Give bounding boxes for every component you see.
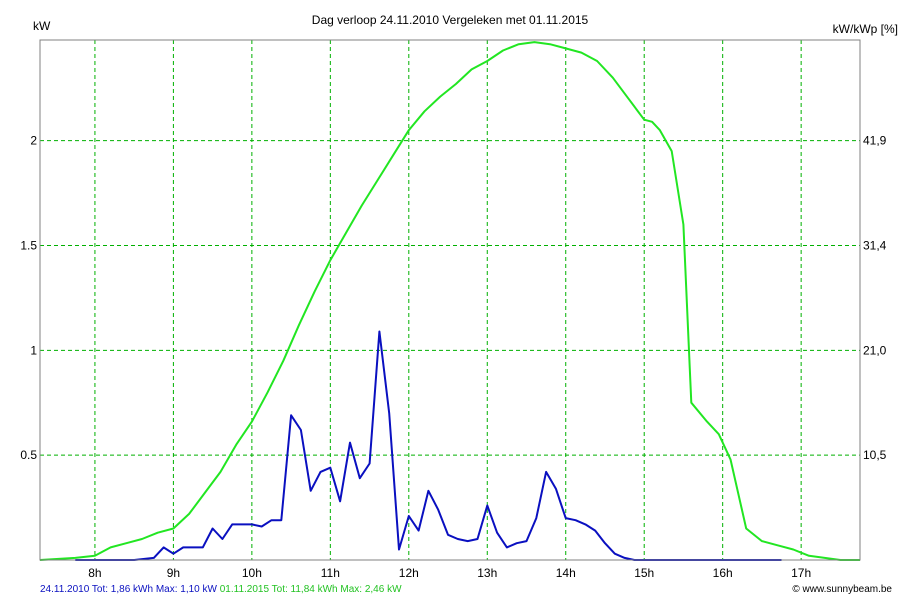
series-line-1 [75, 330, 782, 561]
footer-series2-summary: 01.11.2015 Tot: 11,84 kWh Max: 2,46 kW [219, 584, 402, 595]
grid-lines [40, 40, 860, 560]
y-tick-label-right: 31,4 [863, 238, 887, 252]
x-tick-label: 13h [477, 566, 497, 580]
x-tick-label: 12h [399, 566, 419, 580]
y-tick-label-left: 1.5 [20, 238, 37, 252]
footer-series1-summary: 24.11.2010 Tot: 1,86 kWh Max: 1,10 kW [40, 584, 217, 595]
y-tick-label-left: 2 [30, 134, 37, 148]
series-line-2 [39, 41, 860, 561]
series-lines [39, 41, 860, 561]
x-tick-label: 14h [556, 566, 576, 580]
x-tick-label: 17h [791, 566, 811, 580]
axis-tick-labels: 8h 9h 10h 11h 12h 13h 14h 15h 16h 17h 0.5 10,5 1 21,0… [20, 134, 886, 580]
y-tick-label-left: 0.5 [20, 448, 37, 462]
x-tick-label: 8h [88, 566, 101, 580]
y-tick-label-right: 41,9 [863, 134, 887, 148]
right-axis-unit-label: kW/kWp [%] [833, 22, 898, 36]
y-tick-label-right: 21,0 [863, 343, 887, 357]
x-tick-label: 16h [713, 566, 733, 580]
chart-footer-summary: 24.11.2010 Tot: 1,86 kWh Max: 1,10 kW 01… [40, 584, 402, 595]
x-tick-label: 11h [321, 566, 340, 580]
left-axis-unit-label: kW [33, 19, 51, 33]
x-tick-label: 9h [167, 566, 180, 580]
plot-frame [39, 39, 861, 561]
copyright-link[interactable]: © www.sunnybeam.be [792, 584, 892, 595]
y-tick-label-right: 10,5 [863, 448, 887, 462]
chart-title: Dag verloop 24.11.2010 Vergeleken met 01… [312, 13, 589, 27]
x-tick-label: 10h [242, 566, 262, 580]
y-tick-label-left: 1 [30, 343, 37, 357]
x-tick-label: 15h [634, 566, 654, 580]
